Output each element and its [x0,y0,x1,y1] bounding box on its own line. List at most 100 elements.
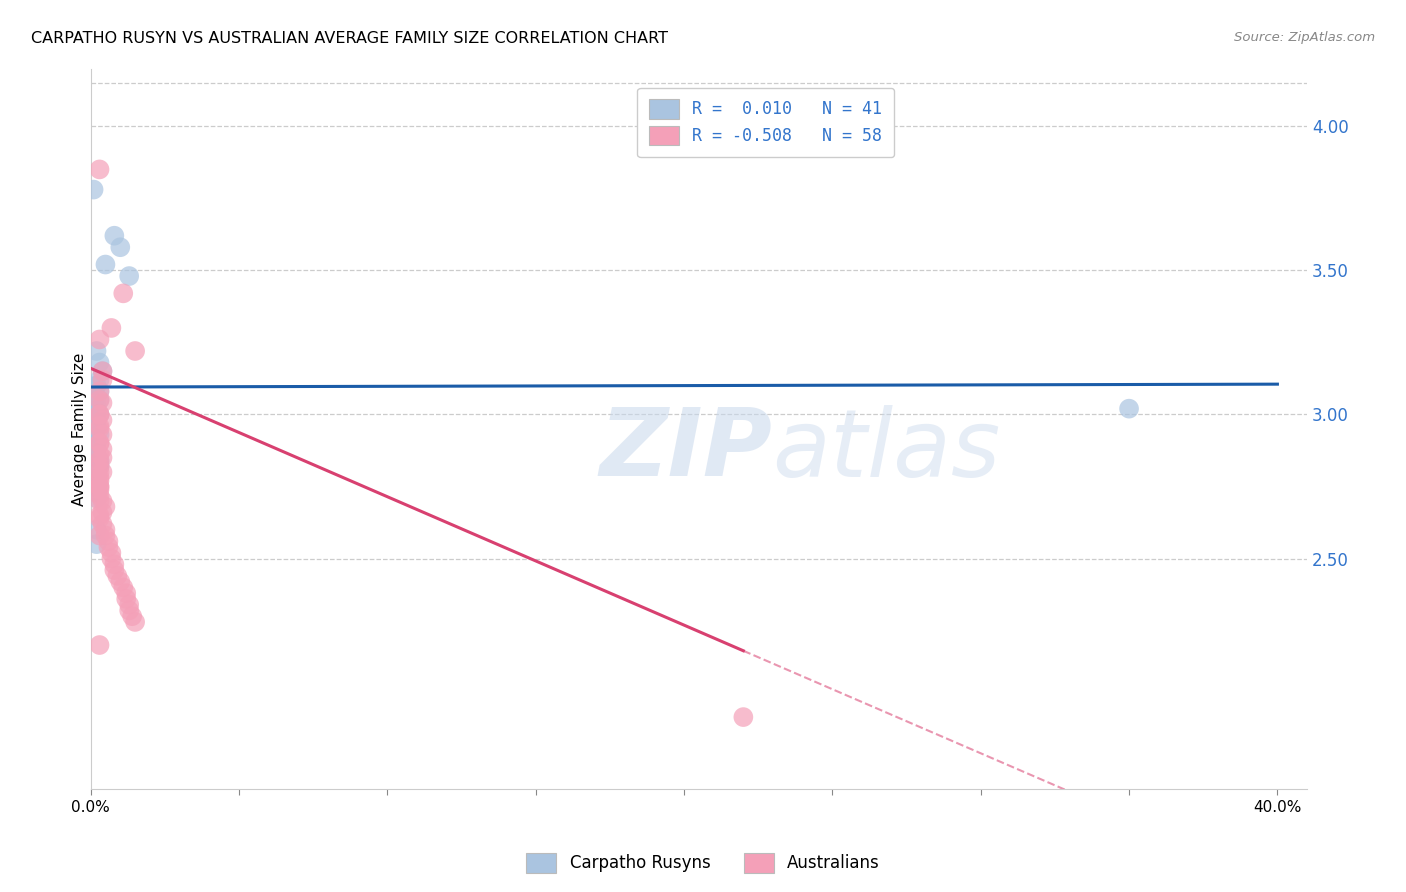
Point [89,471,111,485]
Point [86,390,108,404]
Point [115,586,138,600]
Point [86,479,108,493]
Point [103,563,125,577]
Point [89,465,111,479]
Point [89,459,111,474]
Point [91,505,114,519]
Point [91,373,114,387]
Point [94,523,117,537]
Point [100,551,122,566]
Point [89,479,111,493]
Point [83,183,105,197]
Point [86,485,108,500]
Point [86,404,108,418]
Point [103,228,125,243]
Point [121,609,143,624]
Point [89,427,111,442]
Point [86,344,108,359]
Point [89,408,111,422]
Point [86,483,108,497]
Point [86,436,108,450]
Point [86,450,108,465]
Point [91,364,114,378]
Point [89,448,111,462]
Point [89,419,111,434]
Point [89,162,111,177]
Point [86,419,108,434]
Point [91,413,114,427]
Text: CARPATHO RUSYN VS AUSTRALIAN AVERAGE FAMILY SIZE CORRELATION CHART: CARPATHO RUSYN VS AUSTRALIAN AVERAGE FAM… [31,31,668,46]
Point [86,476,108,491]
Point [1118,401,1140,416]
Point [91,516,114,531]
Point [89,638,111,652]
Point [733,710,755,724]
Point [89,453,111,467]
Point [89,392,111,407]
Point [86,434,108,448]
Point [89,333,111,347]
Legend: Carpatho Rusyns, Australians: Carpatho Rusyns, Australians [520,847,886,880]
Point [86,442,108,456]
Text: Source: ZipAtlas.com: Source: ZipAtlas.com [1234,31,1375,45]
Point [86,491,108,505]
Point [89,436,111,450]
Point [86,378,108,392]
Point [89,422,111,436]
Point [89,459,111,474]
Point [89,384,111,399]
Point [91,494,114,508]
Point [86,471,108,485]
Point [112,580,135,594]
Point [89,508,111,523]
Point [89,474,111,488]
Point [86,401,108,416]
Point [124,615,146,629]
Point [118,598,141,612]
Point [124,344,146,359]
Point [89,494,111,508]
Point [89,479,111,493]
Legend: R =  0.010   N = 41, R = -0.508   N = 58: R = 0.010 N = 41, R = -0.508 N = 58 [637,87,894,157]
Point [89,483,111,497]
Point [86,465,108,479]
Point [91,442,114,456]
Point [94,500,117,514]
Point [105,569,128,583]
Point [91,396,114,410]
Point [86,467,108,482]
Point [89,511,111,525]
Point [89,392,111,407]
Point [89,408,111,422]
Point [89,408,111,422]
Point [100,321,122,335]
Point [86,422,108,436]
Point [89,384,111,399]
Point [118,268,141,283]
Point [110,240,132,254]
Point [89,453,111,467]
Point [89,355,111,369]
Point [94,528,117,542]
Point [86,399,108,413]
Text: ZIP: ZIP [599,404,772,497]
Point [91,427,114,442]
Point [86,413,108,427]
Point [103,558,125,572]
Y-axis label: Average Family Size: Average Family Size [72,352,87,506]
Point [91,450,114,465]
Point [89,488,111,502]
Point [112,286,135,301]
Point [86,378,108,392]
Point [100,546,122,560]
Point [89,528,111,542]
Point [91,465,114,479]
Text: atlas: atlas [772,405,1000,496]
Point [86,523,108,537]
Point [118,603,141,617]
Point [94,258,117,272]
Point [91,364,114,378]
Point [86,537,108,551]
Point [97,540,120,554]
Point [115,591,138,606]
